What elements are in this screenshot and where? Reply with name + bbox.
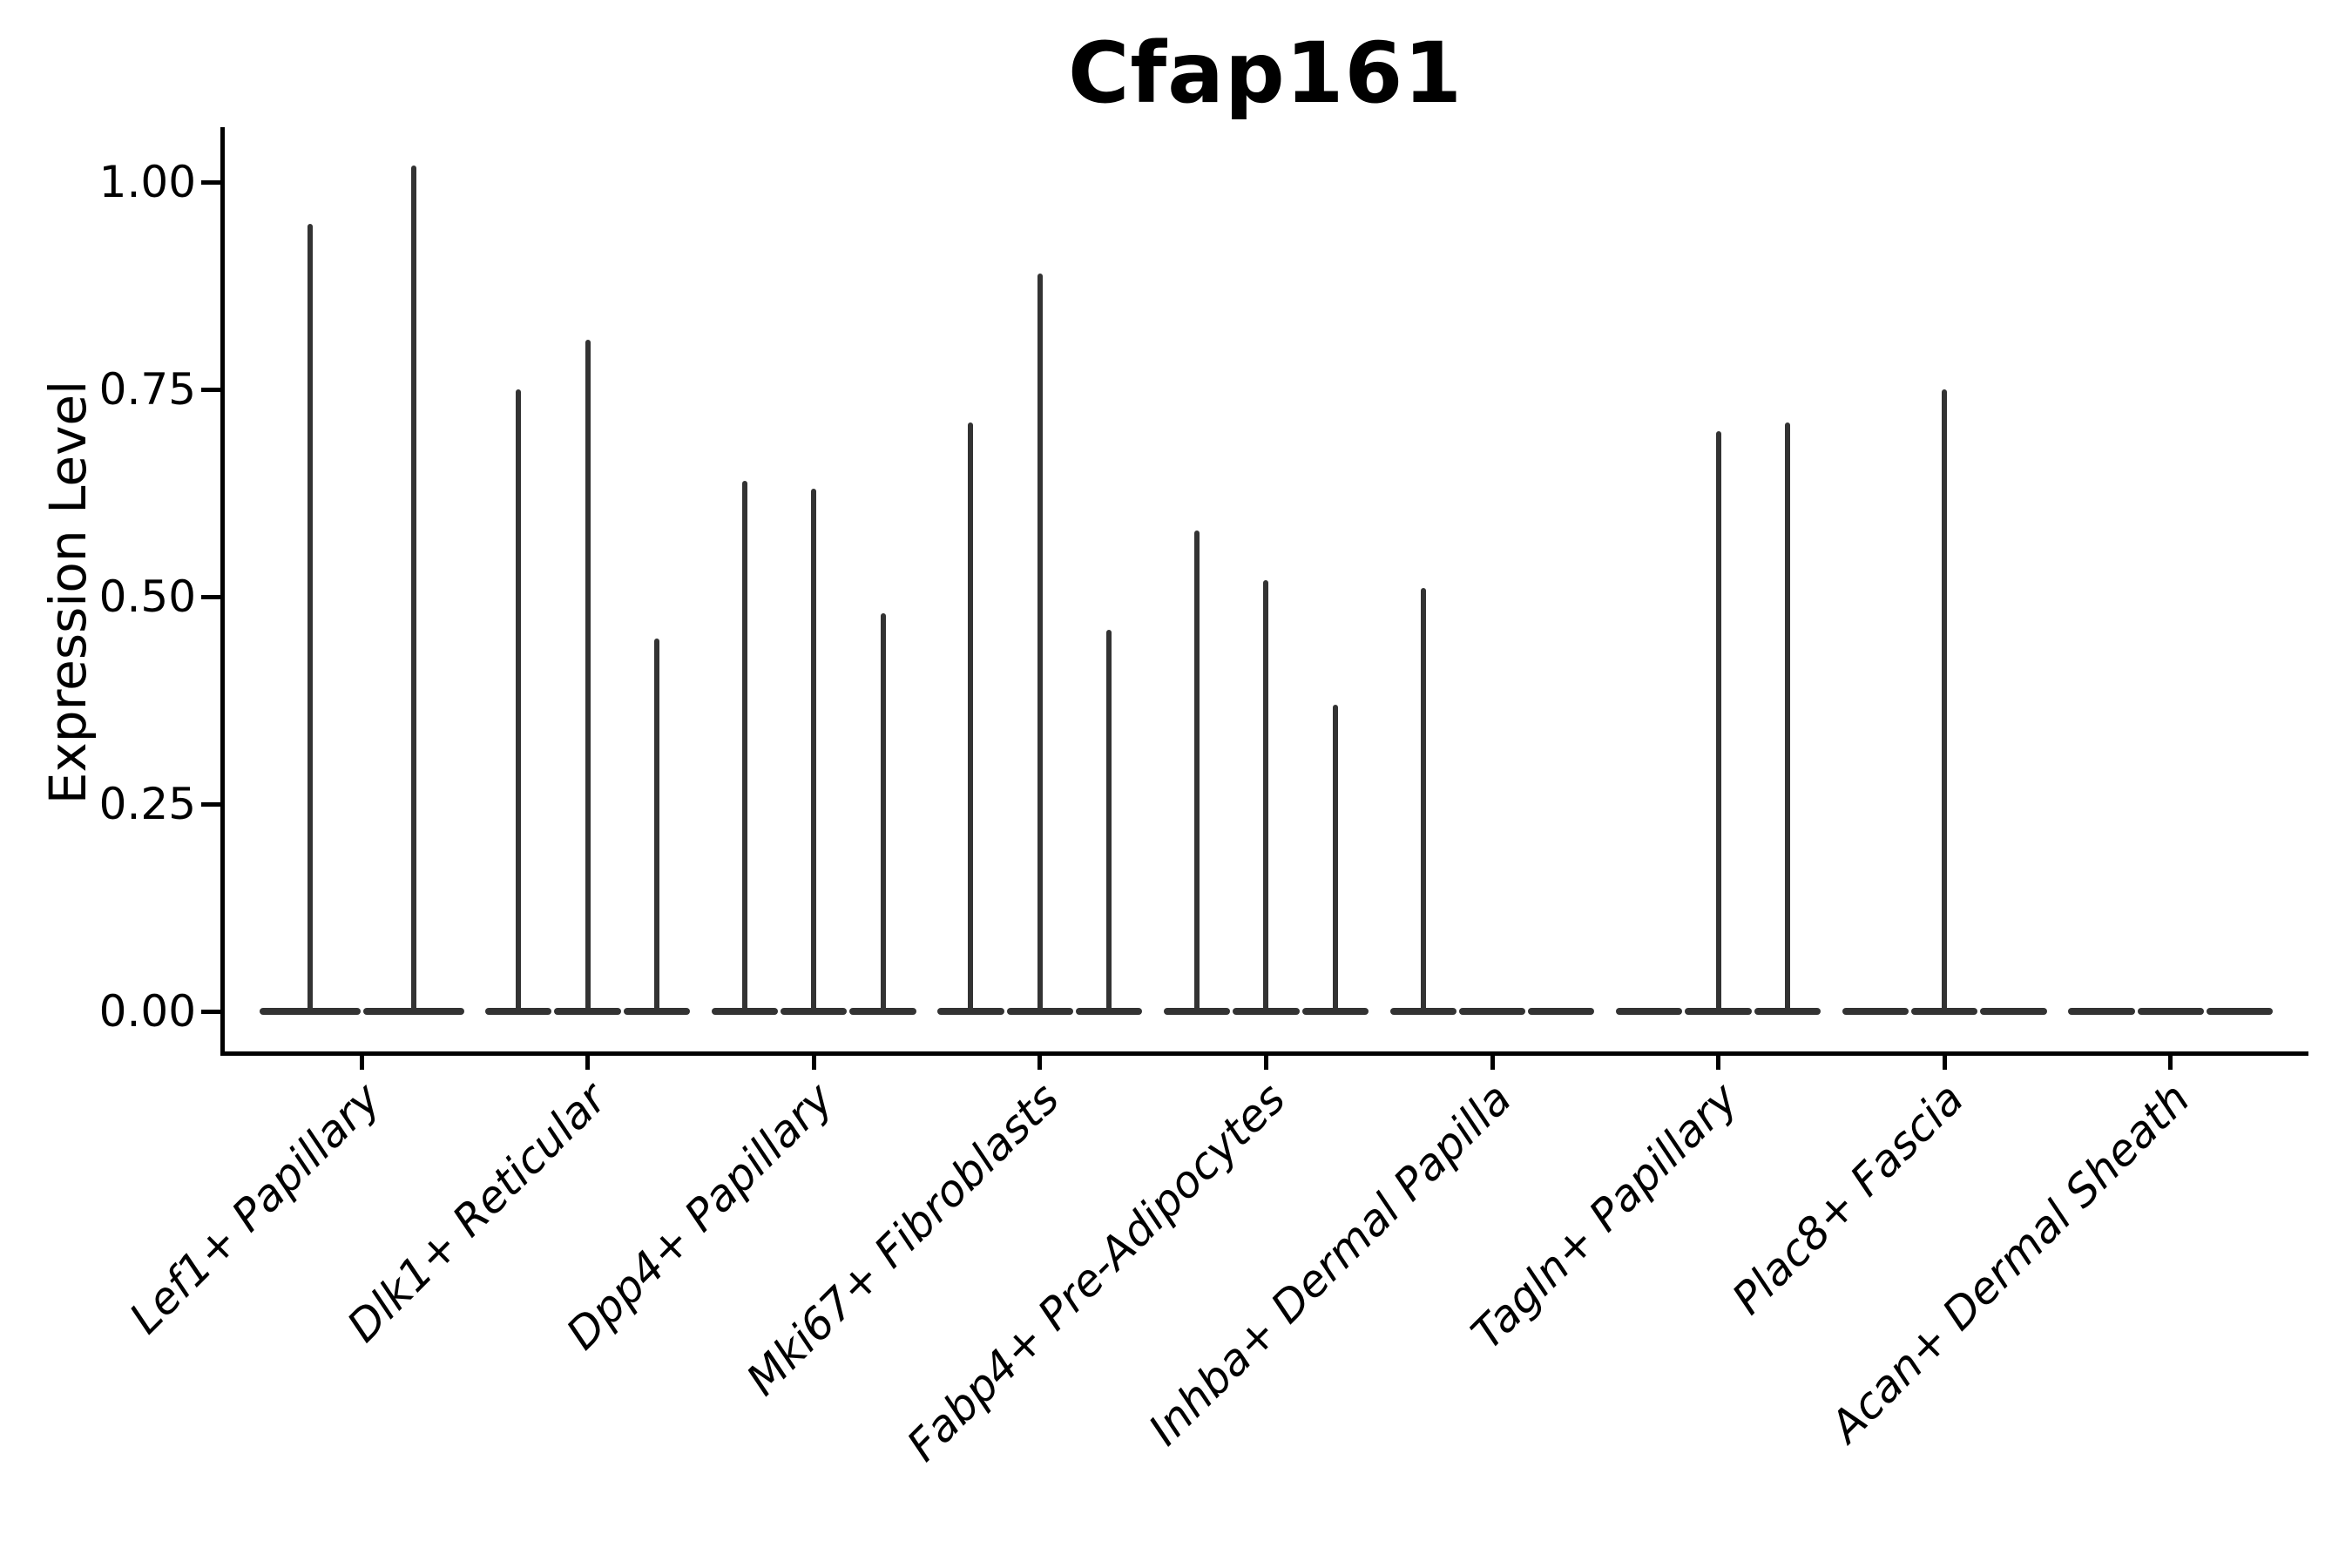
y-tick-label: 0.50: [98, 571, 196, 622]
violin-spike: [1715, 430, 1721, 1011]
violin-baseline: [1842, 1008, 1909, 1015]
violin-baseline: [1754, 1008, 1821, 1015]
violin-baseline: [1389, 1008, 1456, 1015]
y-tick: [201, 388, 222, 392]
violin-baseline: [1301, 1008, 1369, 1015]
x-tick: [1490, 1055, 1495, 1070]
y-tick: [201, 180, 222, 185]
x-axis-spine: [220, 1051, 2308, 1056]
x-tick: [359, 1055, 364, 1070]
violin-spike: [307, 223, 313, 1011]
x-tick: [585, 1055, 591, 1070]
y-tick: [201, 595, 222, 599]
x-tick: [1263, 1055, 1268, 1070]
violin-baseline: [1458, 1008, 1526, 1015]
violin-spike: [741, 480, 747, 1011]
violin-spike: [1263, 579, 1269, 1011]
x-tick-label: Fabp4+ Pre-Adipocytes: [896, 1073, 1295, 1471]
violin-baseline: [1075, 1008, 1143, 1015]
violin-baseline: [2137, 1008, 2204, 1015]
violin-baseline: [1685, 1008, 1752, 1015]
y-tick-label: 0.00: [98, 986, 196, 1037]
y-tick-label: 0.25: [98, 779, 196, 829]
violin-baseline: [2206, 1008, 2274, 1015]
x-tick: [1037, 1055, 1043, 1070]
violin-baseline: [485, 1008, 552, 1015]
x-tick: [2168, 1055, 2173, 1070]
violin-baseline: [1911, 1008, 1978, 1015]
violin-spike: [1332, 704, 1338, 1011]
x-tick-label: Plac8+ Fascia: [1722, 1073, 1974, 1324]
violin-spike: [1106, 630, 1112, 1011]
violin-baseline: [937, 1008, 1004, 1015]
y-tick-label: 0.75: [98, 364, 196, 415]
violin-spike: [968, 422, 974, 1011]
violin-spike: [516, 389, 522, 1011]
violin-spike: [1194, 530, 1200, 1011]
violin-spike: [811, 489, 817, 1011]
violin-baseline: [1006, 1008, 1073, 1015]
violin-baseline: [554, 1008, 621, 1015]
violin-baseline: [1233, 1008, 1300, 1015]
violin-spike: [1037, 273, 1043, 1011]
violin-spike: [880, 613, 886, 1011]
chart-title: Cfap161: [1067, 24, 1463, 122]
violin-spike: [1420, 588, 1426, 1011]
violin-spike: [410, 165, 416, 1011]
violin-baseline: [711, 1008, 779, 1015]
x-tick: [1716, 1055, 1721, 1070]
y-tick: [201, 1010, 222, 1014]
violin-baseline: [259, 1008, 361, 1015]
violin-spike: [1942, 389, 1948, 1011]
x-tick: [1942, 1055, 1947, 1070]
x-tick: [811, 1055, 816, 1070]
violin-spike: [585, 339, 591, 1011]
violin-baseline: [1980, 1008, 2047, 1015]
violin-baseline: [362, 1008, 464, 1015]
y-tick: [201, 802, 222, 807]
y-axis-spine: [220, 127, 225, 1056]
violin-baseline: [2068, 1008, 2135, 1015]
violin-spike: [653, 638, 659, 1011]
y-tick-label: 1.00: [98, 157, 196, 207]
violin-baseline: [849, 1008, 916, 1015]
violin-baseline: [1528, 1008, 1595, 1015]
violin-baseline: [1163, 1008, 1231, 1015]
x-tick-label: Acan+ Dermal Sheath: [1821, 1073, 2200, 1452]
violin-baseline: [781, 1008, 848, 1015]
violin-baseline: [623, 1008, 691, 1015]
violin-baseline: [1616, 1008, 1683, 1015]
x-tick-label: Inhba+ Dermal Papilla: [1139, 1073, 1522, 1456]
violin-spike: [1784, 422, 1790, 1011]
